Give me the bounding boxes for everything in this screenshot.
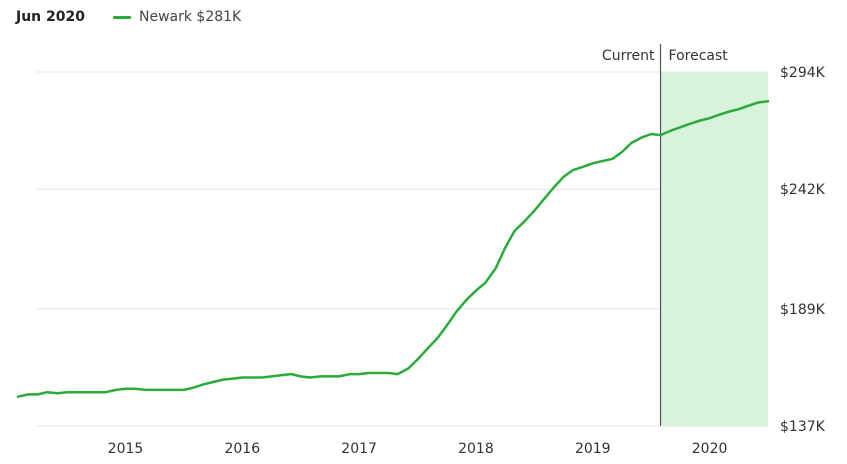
legend: Newark $281K: [113, 9, 241, 25]
current-label: Current: [602, 48, 655, 64]
x-tick-label: 2015: [108, 441, 144, 457]
y-tick-label: $294K: [780, 65, 826, 81]
forecast-region: [660, 72, 768, 426]
x-tick-label: 2020: [692, 441, 728, 457]
y-tick-label: $189K: [780, 302, 826, 318]
y-axis-ticks: $294K $242K $189K $137K: [780, 65, 826, 435]
series-lines: [16, 100, 770, 398]
series-line-newark: [16, 100, 770, 398]
legend-line-swatch: [113, 15, 131, 19]
period-label: Jun 2020: [16, 9, 85, 25]
x-tick-label: 2019: [575, 441, 611, 457]
y-tick-label: $137K: [780, 419, 826, 435]
x-tick-label: 2017: [341, 441, 377, 457]
current-forecast-divider: Current Forecast: [602, 44, 728, 426]
legend-label: Newark $281K: [139, 9, 242, 25]
x-tick-label: 2016: [224, 441, 260, 457]
forecast-shade: [660, 72, 768, 426]
y-tick-label: $242K: [780, 182, 826, 198]
x-axis-ticks: 2015 2016 2017 2018 2019 2020: [108, 441, 728, 457]
gridlines: [36, 71, 768, 427]
x-tick-label: 2018: [458, 441, 494, 457]
forecast-label: Forecast: [669, 48, 729, 64]
